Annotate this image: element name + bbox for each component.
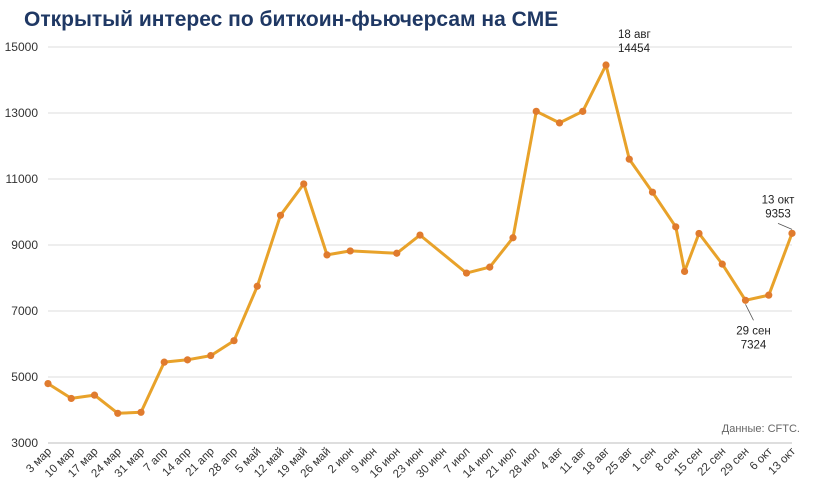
source-note: Данные: CFTC. bbox=[722, 423, 800, 435]
x-tick-label: 13 окт bbox=[766, 445, 798, 477]
data-point bbox=[672, 223, 680, 231]
y-tick-label: 5000 bbox=[11, 370, 38, 384]
annotations: 18 авг 14454 29 сен 7324 13 окт 9353 bbox=[618, 29, 795, 351]
data-point bbox=[160, 358, 168, 366]
data-point bbox=[114, 409, 122, 417]
y-tick-label: 3000 bbox=[11, 436, 38, 450]
data-point bbox=[741, 296, 750, 304]
data-point bbox=[137, 408, 145, 416]
y-tick-label: 11000 bbox=[6, 172, 39, 186]
annotation-leader bbox=[745, 304, 754, 321]
data-point bbox=[276, 211, 285, 219]
annotation-date: 18 авг bbox=[618, 29, 651, 41]
data-point bbox=[579, 107, 587, 115]
data-point bbox=[300, 180, 308, 188]
data-points bbox=[44, 61, 796, 417]
data-point bbox=[253, 282, 261, 290]
data-point bbox=[207, 351, 215, 360]
data-point bbox=[230, 337, 238, 345]
annotation-date: 29 сен bbox=[736, 325, 770, 337]
data-point bbox=[486, 263, 494, 271]
data-point bbox=[765, 291, 773, 299]
x-tick-label: 25 авг bbox=[604, 446, 636, 478]
data-point bbox=[718, 260, 726, 268]
chart-title: Открытый интерес по биткоин-фьючерсам на… bbox=[24, 8, 559, 31]
data-point bbox=[323, 251, 331, 259]
gridlines bbox=[48, 46, 792, 444]
annotation-value: 7324 bbox=[741, 339, 767, 351]
data-point bbox=[602, 61, 610, 69]
annotation-leader bbox=[777, 222, 793, 230]
data-point bbox=[695, 229, 703, 238]
data-point bbox=[648, 188, 657, 196]
data-point bbox=[183, 356, 192, 364]
data-point bbox=[555, 119, 564, 127]
data-point bbox=[393, 249, 401, 257]
data-point bbox=[90, 391, 99, 399]
data-point bbox=[625, 155, 633, 163]
annotation-date: 13 окт bbox=[762, 194, 796, 206]
y-tick-label: 13000 bbox=[5, 106, 39, 120]
annotation-value: 9353 bbox=[765, 208, 791, 220]
data-point bbox=[509, 234, 517, 242]
data-point bbox=[44, 380, 52, 388]
data-point bbox=[346, 247, 354, 255]
data-point bbox=[462, 269, 471, 277]
data-point bbox=[416, 231, 424, 239]
data-point bbox=[532, 107, 540, 115]
y-tick-label: 7000 bbox=[11, 304, 38, 318]
annotation-value: 14454 bbox=[618, 43, 651, 55]
y-tick-label: 9000 bbox=[11, 238, 38, 252]
x-tick-label: 1 сен bbox=[630, 446, 658, 474]
data-point bbox=[67, 394, 75, 403]
series-line bbox=[46, 63, 794, 415]
data-point bbox=[680, 267, 689, 275]
data-point bbox=[788, 229, 796, 237]
y-axis-ticks: 3000 5000 7000 9000 11000 13000 15000 bbox=[5, 40, 39, 450]
y-tick-label: 15000 bbox=[5, 40, 39, 54]
